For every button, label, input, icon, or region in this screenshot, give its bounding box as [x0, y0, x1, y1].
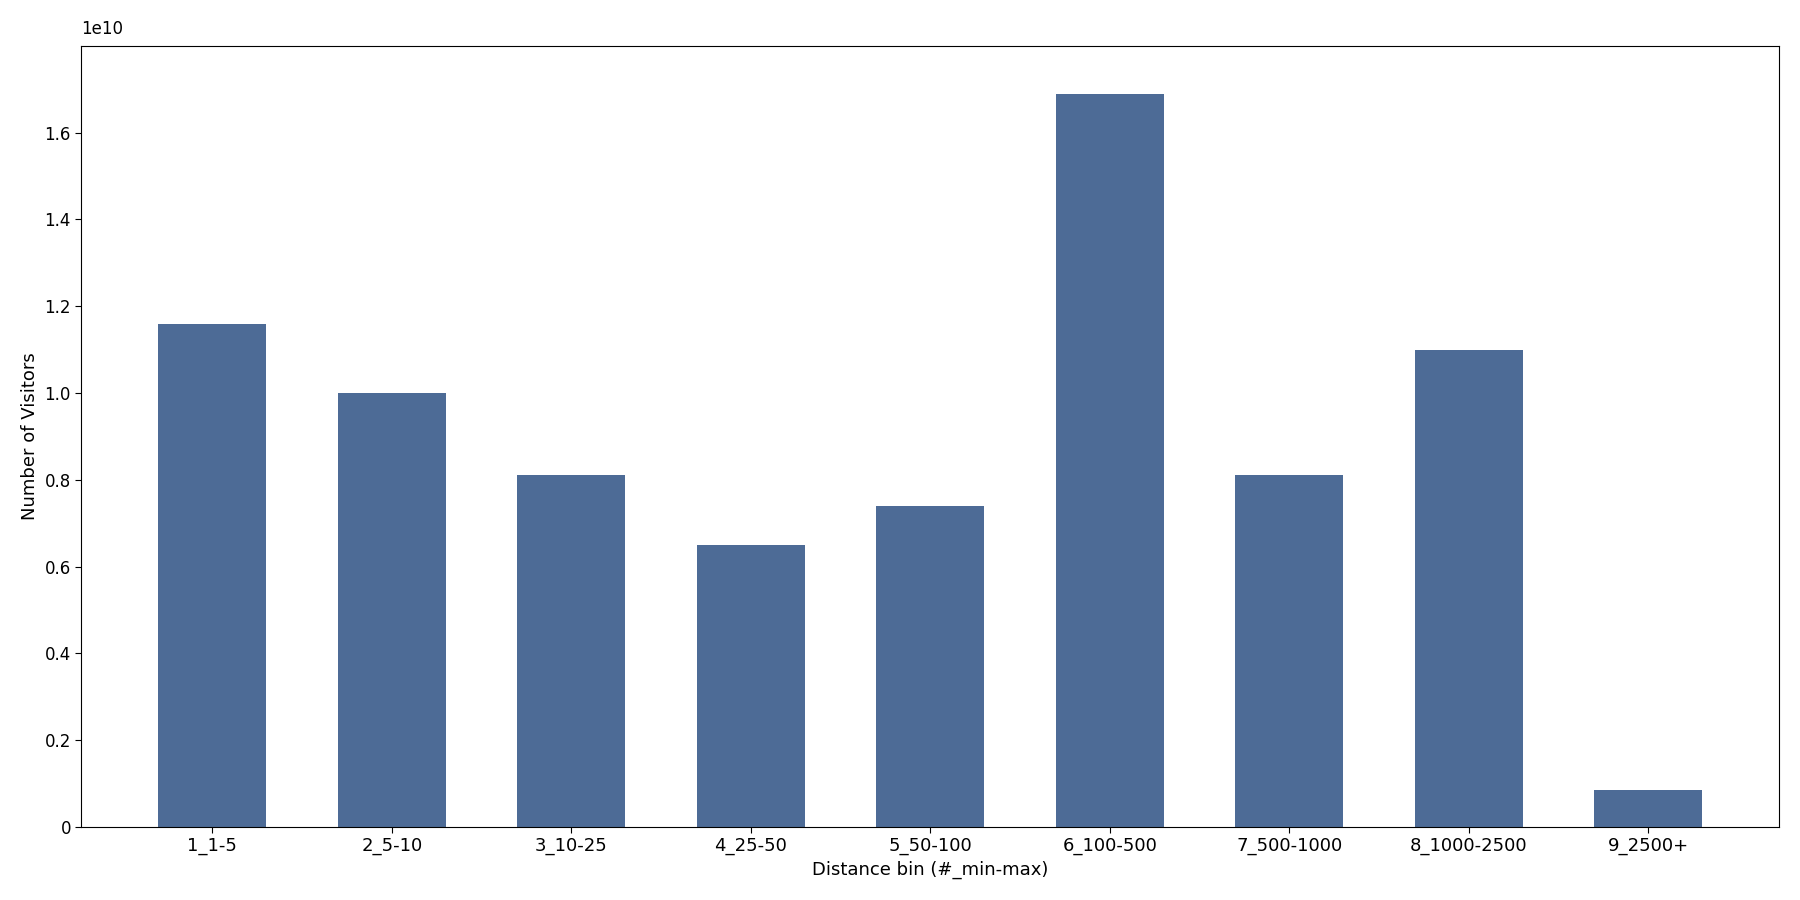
- Bar: [338, 393, 446, 827]
- Bar: [877, 506, 985, 827]
- Bar: [697, 544, 805, 827]
- Bar: [1057, 94, 1163, 827]
- Bar: [158, 323, 266, 827]
- Bar: [1235, 475, 1343, 827]
- Y-axis label: Number of Visitors: Number of Visitors: [22, 353, 40, 520]
- X-axis label: Distance bin (#_min-max): Distance bin (#_min-max): [812, 861, 1048, 879]
- Bar: [1415, 349, 1523, 827]
- Bar: [517, 475, 625, 827]
- Bar: [1595, 790, 1703, 827]
- Text: 1e10: 1e10: [81, 20, 124, 38]
